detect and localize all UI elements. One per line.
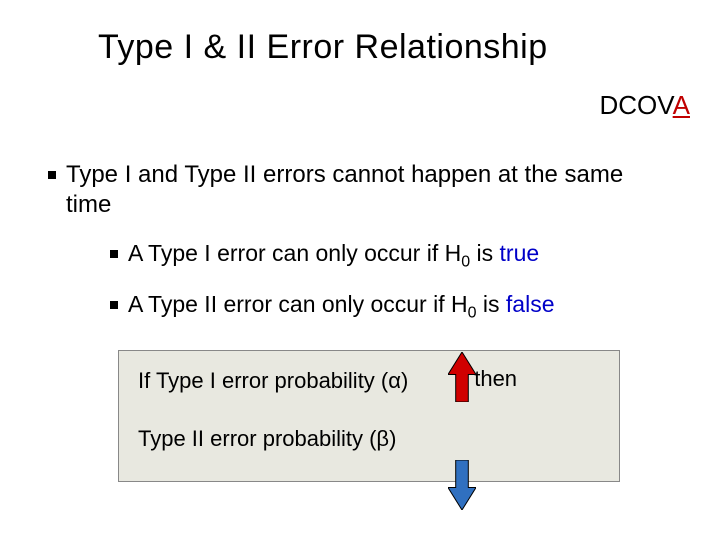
arrow-up-icon: [448, 352, 476, 402]
sub2-zero: 0: [468, 305, 477, 322]
sub-bullet-1-text: A Type I error can only occur if H0 is t…: [128, 240, 539, 272]
dcova-a: A: [673, 90, 690, 120]
bullet-icon: [110, 250, 118, 258]
box-line3: Type II error probability (β): [138, 426, 396, 452]
sub2-mid: is: [477, 291, 506, 317]
sub1-prefix: A Type I error can only occur if H: [128, 240, 461, 266]
sub1-word: true: [500, 240, 540, 266]
sub-bullet-2-text: A Type II error can only occur if H0 is …: [128, 291, 555, 323]
sub1-mid: is: [470, 240, 499, 266]
arrow-down-icon: [448, 460, 476, 510]
main-bullet-text: Type I and Type II errors cannot happen …: [66, 160, 626, 220]
slide: Type I & II Error Relationship DCOVA Typ…: [0, 0, 720, 540]
dcova-label: DCOVA: [599, 90, 690, 121]
slide-title: Type I & II Error Relationship: [98, 28, 548, 67]
dcova-prefix: DCOV: [599, 90, 672, 120]
sub2-word: false: [506, 291, 555, 317]
sub2-prefix: A Type II error can only occur if H: [128, 291, 468, 317]
sub1-zero: 0: [461, 254, 470, 271]
bullet-icon: [110, 301, 118, 309]
box-line1: If Type I error probability (α): [138, 368, 408, 394]
bullet-icon: [48, 171, 56, 179]
